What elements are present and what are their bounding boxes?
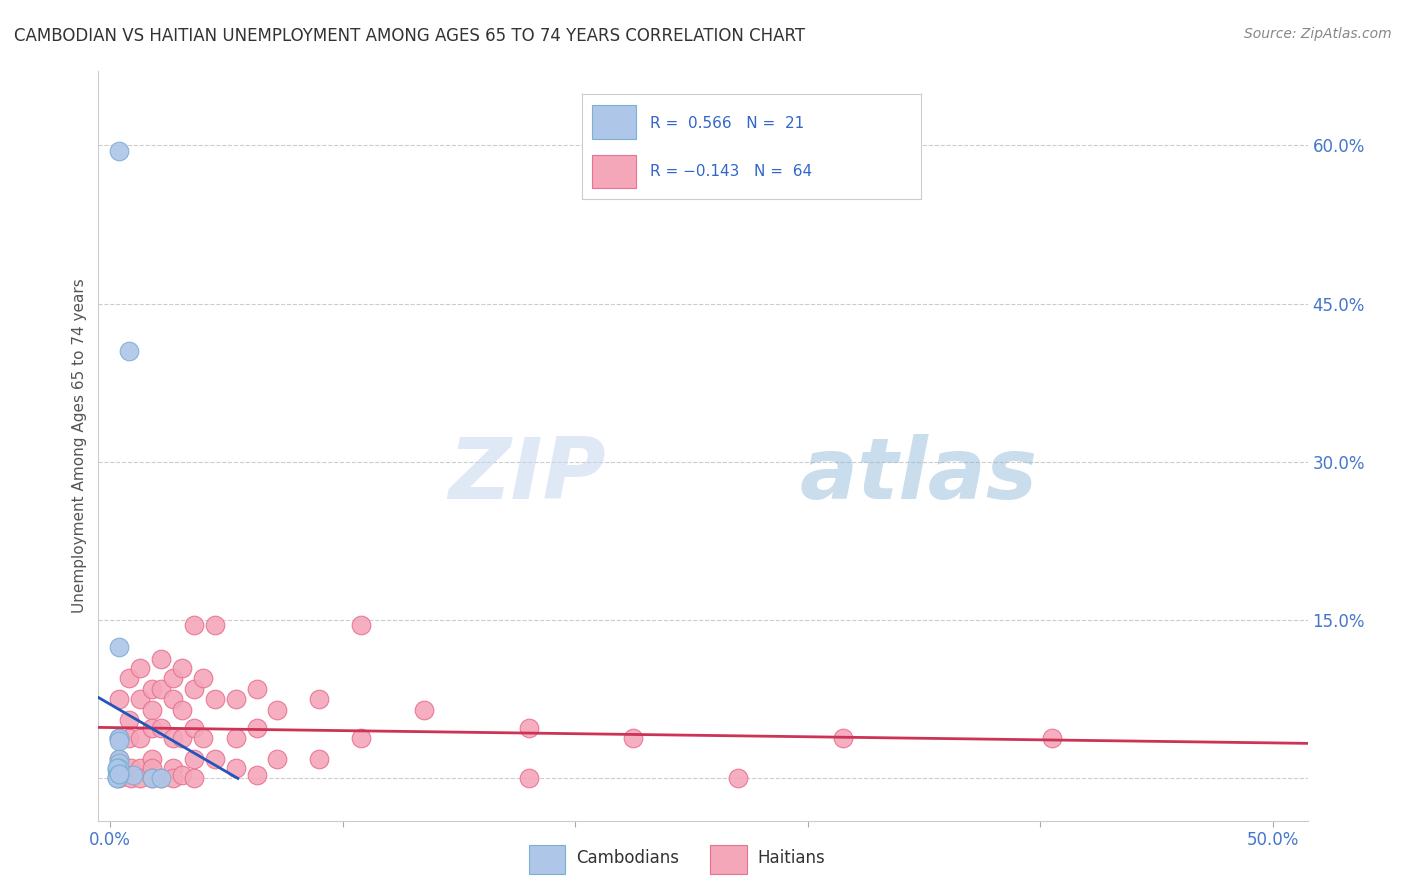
Point — [120, 772, 142, 786]
Point — [183, 681, 205, 696]
Point — [225, 731, 247, 746]
Point — [831, 731, 853, 746]
Point — [162, 692, 184, 706]
Point — [129, 660, 152, 674]
Point — [517, 721, 540, 735]
Point — [129, 731, 152, 746]
Point — [621, 731, 644, 746]
Point — [413, 703, 436, 717]
Point — [162, 772, 184, 786]
Text: CAMBODIAN VS HAITIAN UNEMPLOYMENT AMONG AGES 65 TO 74 YEARS CORRELATION CHART: CAMBODIAN VS HAITIAN UNEMPLOYMENT AMONG … — [14, 27, 806, 45]
Point — [150, 721, 173, 735]
Point — [204, 692, 226, 706]
Point — [108, 767, 131, 781]
Point — [162, 761, 184, 775]
Point — [129, 761, 152, 775]
Point — [191, 671, 214, 685]
Point — [108, 756, 131, 770]
Point — [120, 768, 142, 782]
Point — [105, 763, 128, 777]
Point — [141, 772, 163, 786]
Point — [308, 692, 330, 706]
Point — [108, 640, 131, 654]
Point — [108, 752, 131, 766]
Point — [204, 752, 226, 766]
Point — [108, 752, 131, 766]
Point — [118, 731, 141, 746]
Point — [141, 752, 163, 766]
Point — [118, 671, 141, 685]
Point — [172, 703, 194, 717]
Point — [183, 772, 205, 786]
Point — [108, 731, 131, 746]
Text: ZIP: ZIP — [449, 434, 606, 517]
Point — [245, 681, 267, 696]
Point — [118, 344, 141, 359]
Point — [162, 671, 184, 685]
Point — [150, 772, 173, 786]
Point — [120, 761, 142, 775]
Text: Source: ZipAtlas.com: Source: ZipAtlas.com — [1244, 27, 1392, 41]
Point — [141, 761, 163, 775]
Point — [350, 618, 373, 632]
Point — [150, 681, 173, 696]
Point — [245, 768, 267, 782]
Point — [108, 731, 131, 746]
Point — [183, 721, 205, 735]
Point — [141, 681, 163, 696]
Point — [517, 772, 540, 786]
Text: atlas: atlas — [800, 434, 1038, 517]
Point — [129, 692, 152, 706]
Point — [129, 772, 152, 786]
Point — [141, 772, 163, 786]
Point — [108, 692, 131, 706]
Point — [172, 731, 194, 746]
Point — [105, 772, 128, 786]
Point — [183, 752, 205, 766]
Point — [150, 652, 173, 666]
Point — [122, 768, 145, 782]
Point — [105, 761, 128, 775]
Point — [118, 714, 141, 728]
Point — [225, 761, 247, 775]
Point — [172, 768, 194, 782]
Point — [141, 721, 163, 735]
Point — [105, 761, 128, 775]
Point — [108, 144, 131, 158]
Point — [108, 767, 131, 781]
Point — [727, 772, 749, 786]
Point — [150, 772, 173, 786]
Point — [266, 703, 288, 717]
Point — [108, 772, 131, 786]
Point — [350, 731, 373, 746]
Point — [108, 761, 131, 775]
Y-axis label: Unemployment Among Ages 65 to 74 years: Unemployment Among Ages 65 to 74 years — [72, 278, 87, 614]
Point — [204, 618, 226, 632]
Point — [245, 721, 267, 735]
Point — [141, 703, 163, 717]
Point — [162, 731, 184, 746]
Point — [266, 752, 288, 766]
Point — [108, 768, 131, 782]
Point — [191, 731, 214, 746]
Point — [172, 660, 194, 674]
Point — [105, 772, 128, 786]
Point — [1040, 731, 1063, 746]
Point — [308, 752, 330, 766]
Point — [108, 734, 131, 748]
Point — [108, 763, 131, 777]
Point — [183, 618, 205, 632]
Point — [108, 731, 131, 746]
Point — [225, 692, 247, 706]
Point — [105, 769, 128, 783]
